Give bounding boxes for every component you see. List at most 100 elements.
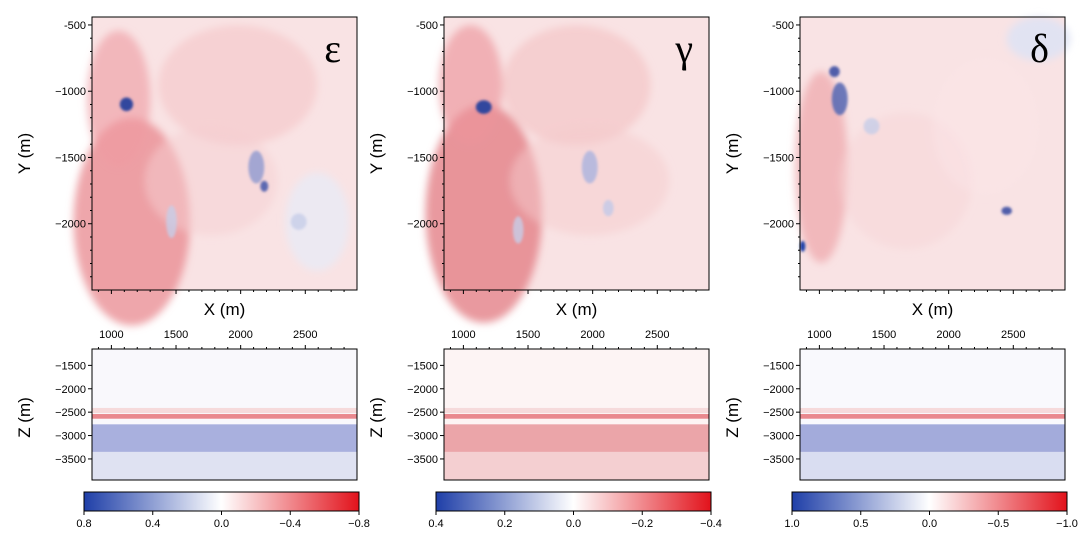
section-y-tick-label: −3000 — [407, 431, 438, 443]
section-layer-red-band — [92, 414, 357, 419]
map-y-tick-label: -500 — [416, 20, 438, 32]
map-anomaly-spots — [119, 97, 307, 239]
section-layer-lower — [800, 451, 1065, 480]
section-panel-3: 1000 1500 2000 2500 −1500 −2000 −2500 −3000 −350… — [723, 329, 1066, 481]
section-y-tick-label: −2000 — [407, 384, 438, 396]
section-panel-1: 1000 1500 2000 2500 −1500 −2000 −2500 −3000 −350… — [15, 329, 358, 481]
section-layer-deep — [800, 424, 1065, 452]
section-layer-deep — [444, 424, 709, 452]
map-panel-2: -500 −1000 −1500 −2000 X (m) Y (m) γ — [367, 16, 710, 323]
section-x-tick-label: 2000 — [580, 329, 604, 341]
map-y-tick-label: −1500 — [407, 152, 438, 164]
section-y-tick-label: −1500 — [55, 360, 86, 372]
section-x-tick-label: 2000 — [936, 329, 960, 341]
section-x-tick-label: 1000 — [99, 329, 123, 341]
map-y-tick-label: −2000 — [407, 219, 438, 231]
section-y-tick-label: −2500 — [763, 407, 794, 419]
section-x-tick-label: 1000 — [451, 329, 475, 341]
section-layer-lower — [444, 451, 709, 480]
colorbar-tick-label: −0.4 — [279, 518, 301, 530]
section-y-tick-label: −2500 — [407, 407, 438, 419]
section-x-tick-label: 1000 — [807, 329, 831, 341]
map-heatmap-patch — [86, 30, 151, 168]
colorbar-tick-label: 0.0 — [214, 518, 229, 530]
section-y-axis-label: Z (m) — [367, 397, 386, 438]
section-layer-thin — [444, 407, 709, 414]
map-y-tick-label: −1000 — [55, 86, 86, 98]
map-frame — [91, 16, 358, 291]
section-y-axis-label: Z (m) — [723, 397, 742, 438]
map-anomaly-spot — [1001, 206, 1012, 215]
section-y-axis-label: Z (m) — [15, 397, 34, 438]
map-y-tick-label: −1000 — [407, 86, 438, 98]
map-y-axis-label: Y (m) — [367, 133, 386, 174]
parameter-symbol: δ — [1030, 26, 1049, 71]
parameter-symbol: ε — [324, 26, 341, 71]
colorbar-tick-label: 0.5 — [853, 518, 868, 530]
colorbar-3: 1.0 0.5 0.0 −0.5 −1.0 — [784, 491, 1078, 530]
colorbar-tick-label: 0.4 — [145, 518, 160, 530]
map-anomaly-spots — [475, 100, 614, 244]
map-anomaly-spot — [829, 66, 840, 78]
colorbar-gradient — [791, 491, 1068, 512]
map-y-tick-label: −1500 — [55, 152, 86, 164]
map-x-axis-label: X (m) — [204, 300, 246, 319]
map-y-tick-label: −1500 — [763, 152, 794, 164]
colorbar-tick-label: −0.2 — [631, 518, 653, 530]
map-frame — [443, 16, 710, 291]
map-anomaly-spot — [166, 205, 177, 239]
section-y-tick-label: −3500 — [407, 454, 438, 466]
map-anomaly-spot — [581, 150, 598, 184]
map-y-tick-label: -500 — [64, 20, 86, 32]
section-y-tick-label: −2500 — [55, 407, 86, 419]
section-y-tick-label: −3000 — [55, 431, 86, 443]
section-x-tick-label: 2500 — [293, 329, 317, 341]
colorbar-gradient — [83, 491, 360, 512]
map-anomaly-spot — [863, 118, 880, 135]
section-x-tick-label: 1500 — [164, 329, 188, 341]
map-y-axis-label: Y (m) — [15, 133, 34, 174]
colorbar-tick-label: 0.4 — [428, 518, 443, 530]
section-x-tick-label: 2500 — [645, 329, 669, 341]
section-y-tick-label: −2000 — [763, 384, 794, 396]
section-frame — [443, 348, 710, 481]
colorbar-gradient — [435, 491, 712, 512]
map-anomaly-spot — [475, 100, 492, 114]
map-heatmap-patch — [285, 172, 350, 271]
map-x-axis-label: X (m) — [556, 300, 598, 319]
colorbar-2: 0.4 0.2 0.0 −0.2 −0.4 — [428, 491, 722, 530]
section-y-tick-label: −2000 — [55, 384, 86, 396]
map-heatmap-patch — [158, 25, 318, 146]
colorbar-tick-label: −0.8 — [348, 518, 370, 530]
section-x-tick-label: 1500 — [516, 329, 540, 341]
section-y-tick-label: −1500 — [763, 360, 794, 372]
colorbar-tick-label: −0.4 — [700, 518, 722, 530]
map-y-tick-label: −1000 — [763, 86, 794, 98]
map-y-axis-label: Y (m) — [723, 133, 742, 174]
map-heatmap-texture — [794, 17, 1071, 263]
map-x-axis-label: X (m) — [912, 300, 954, 319]
section-y-tick-label: −3500 — [55, 454, 86, 466]
section-x-tick-label: 1500 — [872, 329, 896, 341]
colorbar-tick-label: −1.0 — [1056, 518, 1078, 530]
section-y-tick-label: −3000 — [763, 431, 794, 443]
map-heatmap-patch — [145, 126, 278, 236]
section-layer-lower — [92, 451, 357, 480]
colorbar-tick-label: −0.5 — [987, 518, 1009, 530]
map-y-tick-label: −2000 — [55, 219, 86, 231]
section-frame — [799, 348, 1066, 481]
map-heatmap-patch — [932, 57, 1039, 195]
colorbar-tick-label: 0.8 — [76, 518, 91, 530]
section-frame — [91, 348, 358, 481]
map-anomaly-spot — [248, 150, 265, 184]
section-x-tick-label: 2000 — [228, 329, 252, 341]
colorbar-tick-label: 0.0 — [922, 518, 937, 530]
map-panel-1: -500 −1000 −1500 −2000 X (m) Y (m) ε — [15, 16, 358, 326]
parameter-symbol: γ — [674, 26, 693, 71]
map-heatmap-patch — [794, 71, 848, 263]
map-y-tick-label: -500 — [772, 20, 794, 32]
colorbar-tick-label: 1.0 — [784, 518, 799, 530]
section-y-tick-label: −3500 — [763, 454, 794, 466]
map-panel-3: -500 −1000 −1500 −2000 X (m) Y (m) δ — [723, 16, 1071, 319]
